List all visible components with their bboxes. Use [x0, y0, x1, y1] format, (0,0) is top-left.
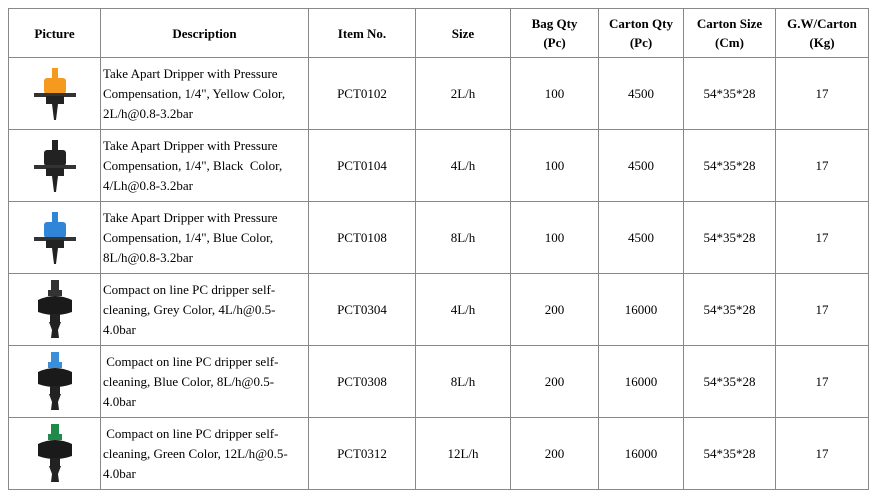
- size-cell: 4L/h: [415, 129, 511, 202]
- item-no-cell: PCT0308: [308, 345, 416, 418]
- picture-cell: [8, 129, 101, 202]
- table-row: Compact on line PC dripper self-cleaning…: [8, 273, 869, 346]
- bag-qty-cell: 100: [510, 129, 599, 202]
- size-cell: 8L/h: [415, 345, 511, 418]
- dripper-icon: [37, 351, 72, 410]
- dripper-icon: [33, 67, 76, 120]
- item-no-cell: PCT0104: [308, 129, 416, 202]
- table-row: Compact on line PC dripper self-cleaning…: [8, 417, 869, 490]
- carton-qty-cell: 16000: [598, 417, 684, 490]
- gross-weight-cell: 17: [775, 273, 869, 346]
- carton-size-cell: 54*35*28: [683, 57, 776, 130]
- gross-weight-cell: 17: [775, 57, 869, 130]
- item-no-cell: PCT0304: [308, 273, 416, 346]
- carton-size-cell: 54*35*28: [683, 129, 776, 202]
- table-row: Compact on line PC dripper self-cleaning…: [8, 345, 869, 418]
- carton-qty-cell: 16000: [598, 273, 684, 346]
- product-table: Picture Description Item No. Size Bag Qty (P…: [8, 8, 869, 490]
- description-cell: Compact on line PC dripper self-cleaning…: [100, 273, 309, 346]
- table-row: Take Apart Dripper with Pressure Compens…: [8, 129, 869, 202]
- gross-weight-cell: 17: [775, 129, 869, 202]
- carton-qty-cell: 4500: [598, 57, 684, 130]
- header-cell: Item No.: [308, 8, 416, 58]
- carton-size-cell: 54*35*28: [683, 345, 776, 418]
- picture-cell: [8, 345, 101, 418]
- item-no-cell: PCT0102: [308, 57, 416, 130]
- picture-cell: [8, 201, 101, 274]
- header-cell: Picture: [8, 8, 101, 58]
- picture-cell: [8, 57, 101, 130]
- bag-qty-cell: 200: [510, 345, 599, 418]
- dripper-icon: [37, 279, 72, 338]
- item-no-cell: PCT0108: [308, 201, 416, 274]
- size-cell: 8L/h: [415, 201, 511, 274]
- carton-size-cell: 54*35*28: [683, 417, 776, 490]
- picture-cell: [8, 417, 101, 490]
- description-cell: Take Apart Dripper with Pressure Compens…: [100, 129, 309, 202]
- carton-qty-cell: 4500: [598, 129, 684, 202]
- dripper-icon: [33, 211, 76, 264]
- header-cell: Description: [100, 8, 309, 58]
- header-row: Picture Description Item No. Size Bag Qty (P…: [8, 8, 869, 58]
- gross-weight-cell: 17: [775, 417, 869, 490]
- item-no-cell: PCT0312: [308, 417, 416, 490]
- carton-size-cell: 54*35*28: [683, 273, 776, 346]
- description-cell: Take Apart Dripper with Pressure Compens…: [100, 57, 309, 130]
- gross-weight-cell: 17: [775, 201, 869, 274]
- gross-weight-cell: 17: [775, 345, 869, 418]
- table-row: Take Apart Dripper with Pressure Compens…: [8, 57, 869, 130]
- table-row: Take Apart Dripper with Pressure Compens…: [8, 201, 869, 274]
- bag-qty-cell: 100: [510, 57, 599, 130]
- bag-qty-cell: 200: [510, 273, 599, 346]
- size-cell: 2L/h: [415, 57, 511, 130]
- carton-qty-cell: 4500: [598, 201, 684, 274]
- description-cell: Compact on line PC dripper self-cleaning…: [100, 417, 309, 490]
- bag-qty-cell: 200: [510, 417, 599, 490]
- carton-size-cell: 54*35*28: [683, 201, 776, 274]
- size-cell: 4L/h: [415, 273, 511, 346]
- header-cell: Size: [415, 8, 511, 58]
- bag-qty-cell: 100: [510, 201, 599, 274]
- description-cell: Take Apart Dripper with Pressure Compens…: [100, 201, 309, 274]
- size-cell: 12L/h: [415, 417, 511, 490]
- header-cell: Carton Size (Cm): [683, 8, 776, 58]
- description-cell: Compact on line PC dripper self-cleaning…: [100, 345, 309, 418]
- header-cell: Bag Qty (Pc): [510, 8, 599, 58]
- dripper-icon: [37, 423, 72, 482]
- dripper-icon: [33, 139, 76, 192]
- table-body: Take Apart Dripper with Pressure Compens…: [8, 57, 869, 490]
- picture-cell: [8, 273, 101, 346]
- header-cell: G.W/Carton (Kg): [775, 8, 869, 58]
- carton-qty-cell: 16000: [598, 345, 684, 418]
- header-cell: Carton Qty (Pc): [598, 8, 684, 58]
